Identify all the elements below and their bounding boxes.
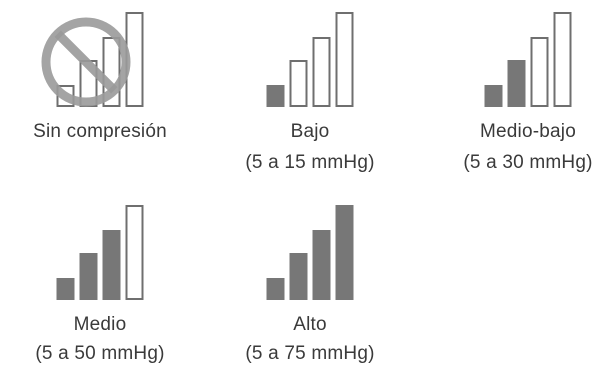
level-medio: Medio (5 a 50 mmHg) bbox=[0, 193, 200, 366]
level-bajo: Bajo (5 a 15 mmHg) bbox=[220, 0, 400, 180]
signal-bar-filled bbox=[266, 85, 285, 107]
level-name: Medio bbox=[73, 314, 127, 335]
signal-bar-empty bbox=[335, 12, 354, 107]
signal-bar-filled bbox=[266, 278, 285, 300]
signal-bar-empty bbox=[312, 37, 331, 107]
signal-bar-filled bbox=[484, 85, 503, 107]
level-range: (5 a 15 mmHg) bbox=[245, 152, 375, 173]
level-range: (5 a 50 mmHg) bbox=[35, 343, 165, 364]
signal-bars-icon bbox=[266, 205, 354, 300]
level-range: (5 a 30 mmHg) bbox=[463, 152, 593, 173]
signal-bar-empty bbox=[289, 60, 308, 107]
prohibit-slash bbox=[54, 30, 118, 94]
signal-bars-icon bbox=[266, 12, 354, 107]
signal-bar-empty bbox=[530, 37, 549, 107]
signal-bar-filled bbox=[289, 253, 308, 300]
prohibit-circle bbox=[41, 17, 131, 107]
prohibited-icon bbox=[41, 12, 144, 107]
signal-bars-icon bbox=[484, 12, 572, 107]
signal-bars-icon bbox=[56, 205, 144, 300]
level-name: Bajo bbox=[290, 121, 330, 142]
signal-bar-filled bbox=[102, 230, 121, 300]
signal-bar-empty bbox=[125, 205, 144, 300]
level-name: Medio-bajo bbox=[480, 121, 576, 142]
signal-bar-empty bbox=[553, 12, 572, 107]
level-range: (5 a 75 mmHg) bbox=[245, 343, 375, 364]
level-name: Alto bbox=[293, 314, 327, 335]
signal-bar-filled bbox=[335, 205, 354, 300]
signal-bar-filled bbox=[79, 253, 98, 300]
level-sin-compresion: Sin compresión bbox=[0, 0, 200, 180]
level-alto: Alto (5 a 75 mmHg) bbox=[220, 193, 400, 366]
signal-bar-filled bbox=[312, 230, 331, 300]
level-name: Sin compresión bbox=[33, 121, 167, 142]
signal-bar-filled bbox=[507, 60, 526, 107]
signal-bar-filled bbox=[56, 278, 75, 300]
level-medio-bajo: Medio-bajo (5 a 30 mmHg) bbox=[443, 0, 613, 180]
